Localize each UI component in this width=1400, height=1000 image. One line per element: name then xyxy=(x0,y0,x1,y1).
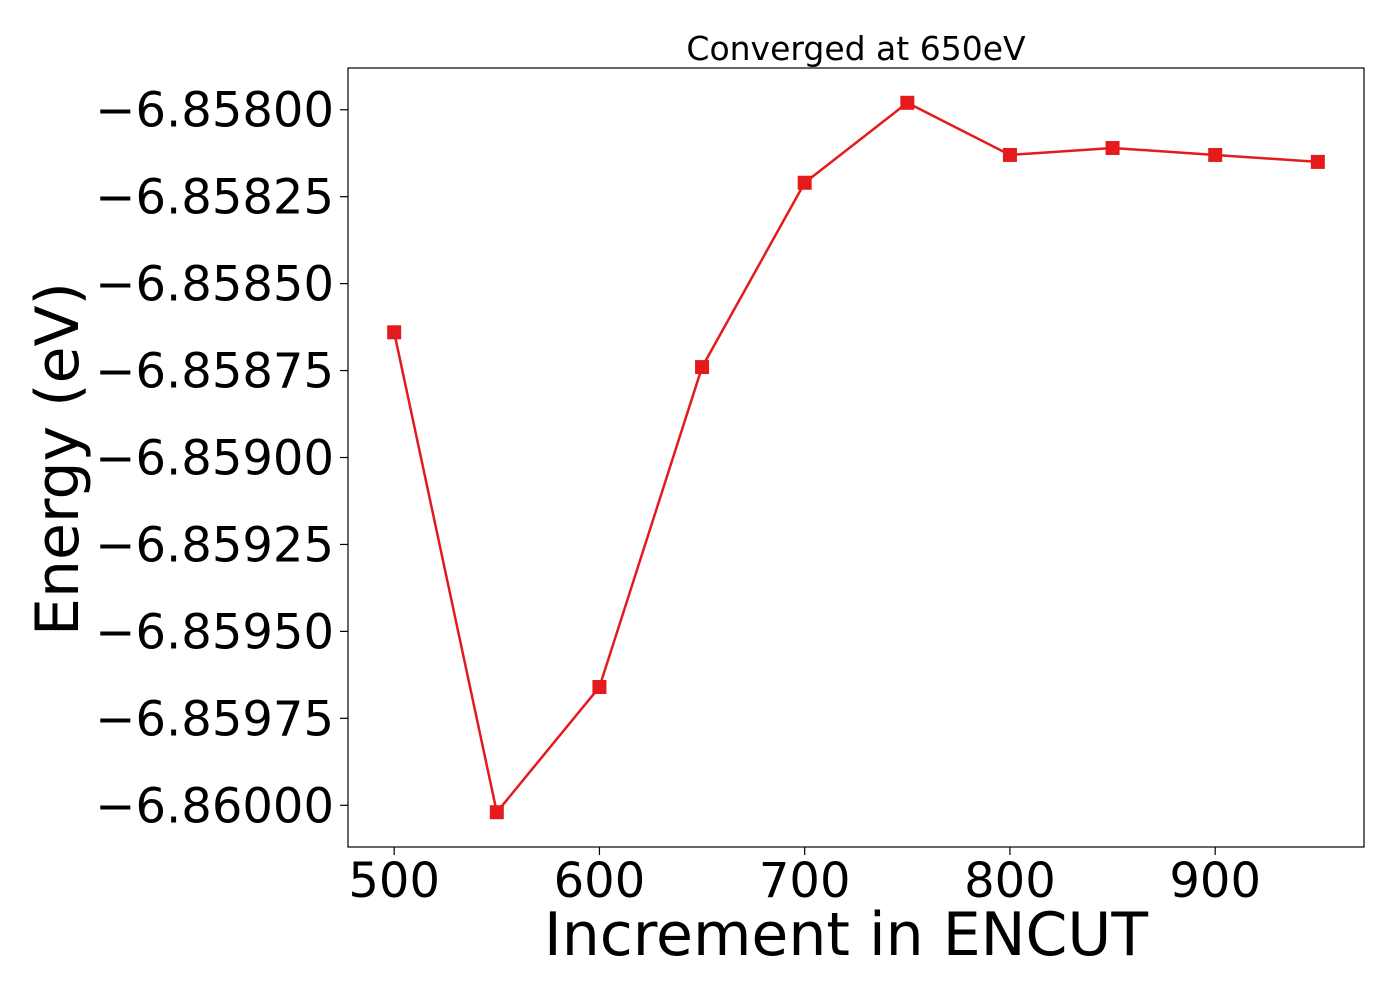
data-point-marker xyxy=(1105,140,1120,155)
y-tick-label: −6.85850 xyxy=(95,257,334,313)
data-point-marker xyxy=(489,805,504,820)
data-point-marker xyxy=(387,325,402,340)
y-tick-label: −6.85875 xyxy=(95,344,334,400)
data-point-marker xyxy=(1002,147,1017,162)
plot-area xyxy=(347,67,1365,848)
y-tick-label: −6.85975 xyxy=(95,691,334,747)
y-tick-label: −6.85825 xyxy=(95,170,334,226)
y-tick-label: −6.85900 xyxy=(95,431,334,487)
data-point-marker xyxy=(797,175,812,190)
x-axis-ticks: 500 600 700 800 900 xyxy=(348,847,1261,909)
series-line xyxy=(392,101,1318,814)
chart-title: Converged at 650eV xyxy=(686,29,1026,68)
y-tick-label: −6.85925 xyxy=(95,517,334,573)
x-tick-label: 900 xyxy=(1169,853,1261,909)
data-point-marker xyxy=(900,95,915,110)
x-tick-label: 600 xyxy=(554,853,646,909)
y-axis-label: Energy (eV) xyxy=(23,282,93,636)
data-point-marker xyxy=(592,680,607,695)
data-point-marker xyxy=(1208,147,1223,162)
y-axis-ticks: −6.85800 −6.85825 −6.85850 −6.85875 −6.85900… xyxy=(95,83,348,834)
y-tick-label: −6.85950 xyxy=(95,604,334,660)
y-tick-label: −6.86000 xyxy=(95,778,334,834)
x-tick-label: 500 xyxy=(348,853,440,909)
x-tick-label: 800 xyxy=(964,853,1056,909)
x-axis-label: Increment in ENCUT xyxy=(544,900,1148,970)
data-point-marker xyxy=(695,360,710,375)
x-tick-label: 700 xyxy=(759,853,851,909)
y-tick-label: −6.85800 xyxy=(95,83,334,139)
data-point-marker xyxy=(1310,154,1325,169)
